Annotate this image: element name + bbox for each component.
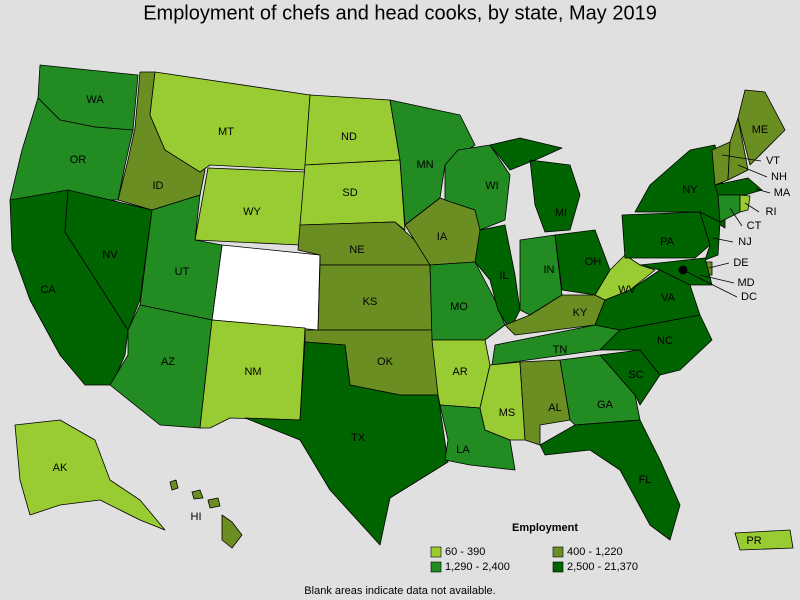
state-label: MN (416, 159, 433, 171)
state-label: GA (597, 399, 614, 411)
state (244, 341, 449, 546)
state (737, 89, 786, 166)
state (14, 419, 166, 531)
label-leader (699, 274, 735, 284)
state-label: IA (437, 231, 448, 243)
footnote: Blank areas indicate data not available. (304, 585, 495, 597)
legend-swatch (430, 546, 442, 558)
state (599, 349, 661, 406)
state-label: AZ (161, 356, 175, 368)
state-label: VA (661, 292, 676, 304)
state (621, 211, 711, 259)
state-label: IN (544, 264, 555, 276)
state-label: AL (548, 402, 561, 414)
label-leader (708, 262, 730, 269)
state (639, 257, 713, 286)
legend-label: 1,290 - 2,400 (445, 561, 510, 573)
state-label: MA (774, 187, 791, 199)
state-label: FL (639, 474, 652, 486)
state (711, 141, 731, 186)
state-label: NC (657, 335, 673, 347)
legend-label: 2,500 - 21,370 (567, 561, 638, 573)
state-label: MI (555, 207, 567, 219)
state-label: CA (40, 284, 56, 296)
map-title: Employment of chefs and head cooks, by s… (143, 2, 657, 24)
state (539, 419, 681, 541)
state-label: VT (766, 155, 780, 167)
state-label: WY (243, 206, 261, 218)
state (594, 254, 656, 301)
label-leader (744, 202, 760, 213)
state-label: UT (175, 266, 190, 278)
state-label: NM (244, 366, 261, 378)
states (9, 64, 794, 551)
legend-title: Employment (512, 522, 578, 534)
state-label: CT (747, 220, 762, 232)
state (727, 117, 749, 181)
state-label: MS (499, 407, 516, 419)
state (64, 189, 153, 331)
state-label: DC (741, 291, 757, 303)
state (489, 137, 581, 233)
state-label: IL (499, 270, 508, 282)
state-label: AK (53, 462, 68, 474)
state (699, 211, 721, 261)
state (734, 529, 794, 551)
state-label: PR (746, 535, 761, 547)
state-label: SC (628, 369, 643, 381)
state-labels: WA OR CA NV ID MT WY UT AZ NM ND SD NE KS OK TX MN IA MO AR… (40, 94, 791, 547)
state-label: SD (342, 187, 357, 199)
state-label: WV (618, 284, 636, 296)
label-leader (682, 269, 738, 298)
state-label: ID (153, 180, 164, 192)
state-label: NH (771, 171, 787, 183)
legend-swatch (552, 561, 564, 573)
state-label: ME (752, 124, 769, 136)
label-leader (721, 154, 762, 162)
legend-swatch (430, 561, 442, 573)
state-label: WA (86, 94, 104, 106)
legend-swatch (552, 546, 564, 558)
state-label: DE (733, 257, 748, 269)
state (169, 479, 243, 549)
state (714, 177, 763, 196)
state-label: KY (573, 307, 588, 319)
state (389, 99, 476, 226)
state-label: NV (102, 249, 118, 261)
state (9, 97, 134, 201)
legend-label: 60 - 390 (445, 546, 485, 558)
state-label: MO (450, 301, 468, 313)
state-label: MD (737, 277, 754, 289)
state-label: NY (682, 184, 698, 196)
label-leader (729, 207, 743, 227)
state-label: HI (191, 511, 202, 523)
state-label: NJ (738, 236, 751, 248)
label-leader (712, 237, 734, 243)
state-label: OK (377, 356, 394, 368)
state-label: ND (341, 131, 357, 143)
legend-label: 400 - 1,220 (567, 546, 623, 558)
state (299, 159, 406, 231)
state-label: OH (585, 256, 602, 268)
label-leader (755, 188, 771, 194)
state-label: WI (485, 180, 498, 192)
state-label: RI (766, 206, 777, 218)
state-label: LA (456, 444, 470, 456)
state-label: AR (452, 366, 467, 378)
state-label: NE (349, 244, 364, 256)
state (739, 194, 751, 213)
state-label: TX (351, 432, 366, 444)
state-label: OR (70, 154, 87, 166)
state (199, 319, 306, 429)
state-label: KS (363, 296, 378, 308)
state-no-data (211, 244, 321, 331)
label-leader (737, 164, 768, 178)
state-label: PA (660, 236, 675, 248)
state-label: MT (218, 126, 234, 138)
state-label: TN (553, 344, 568, 356)
legend: 60 - 390 400 - 1,220 1,290 - 2,400 2,500 - … (430, 546, 638, 573)
